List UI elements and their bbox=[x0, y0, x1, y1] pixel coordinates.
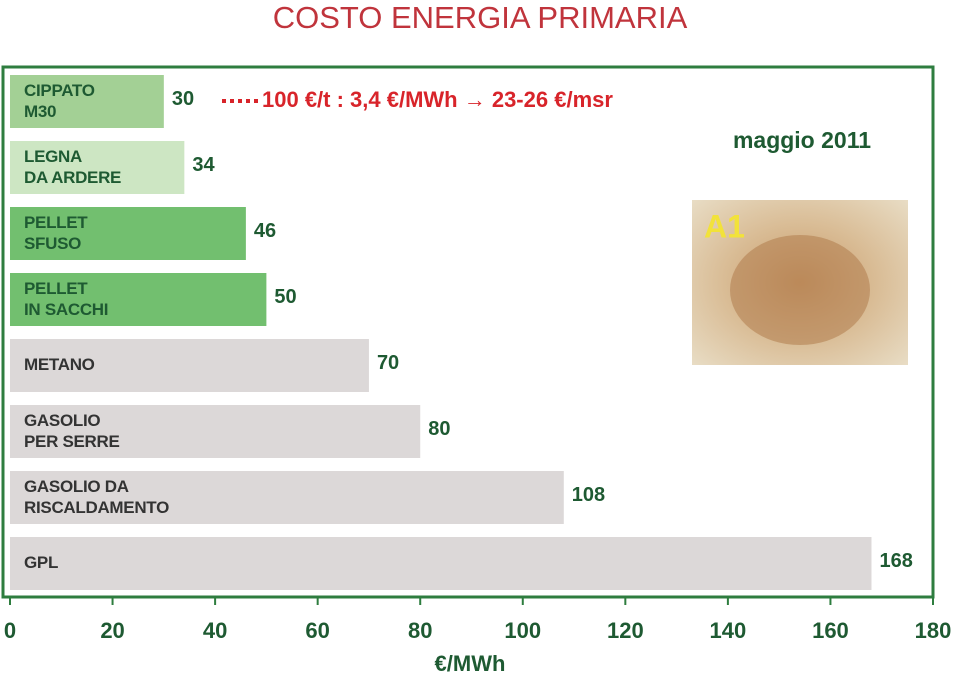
x-tick-label: 40 bbox=[203, 618, 227, 643]
bar bbox=[10, 75, 164, 128]
chart-title: COSTO ENERGIA PRIMARIA bbox=[273, 0, 688, 35]
photo-chips bbox=[730, 235, 870, 345]
bar bbox=[10, 537, 872, 590]
x-tick-label: 20 bbox=[100, 618, 124, 643]
x-tick-label: 100 bbox=[504, 618, 541, 643]
x-tick-label: 60 bbox=[305, 618, 329, 643]
category-label: GASOLIO PER SERRE bbox=[24, 410, 120, 451]
x-tick-label: 0 bbox=[4, 618, 16, 643]
category-label: GPL bbox=[24, 553, 59, 572]
x-tick-label: 120 bbox=[607, 618, 644, 643]
x-tick-label: 180 bbox=[915, 618, 952, 643]
x-tick-label: 160 bbox=[812, 618, 849, 643]
bar bbox=[10, 273, 267, 326]
value-label: 108 bbox=[572, 484, 605, 506]
category-label: PELLET IN SACCHI bbox=[24, 278, 109, 319]
x-axis-label: €/MWh bbox=[435, 651, 506, 676]
category-label: METANO bbox=[24, 355, 95, 374]
category-label: GASOLIO DA RISCALDAMENTO bbox=[24, 476, 170, 517]
category-label: PELLET SFUSO bbox=[24, 212, 88, 253]
value-label: 50 bbox=[274, 286, 296, 308]
annotation: 100 €/t : 3,4 €/MWh → 23-26 €/msr bbox=[262, 87, 613, 112]
value-label: 70 bbox=[377, 352, 399, 374]
value-label: 34 bbox=[192, 154, 215, 176]
image-label: A1 bbox=[704, 208, 745, 244]
date-label: maggio 2011 bbox=[733, 127, 871, 153]
value-label: 30 bbox=[172, 88, 194, 110]
category-label: CIPPATO M30 bbox=[24, 80, 95, 121]
value-label: 168 bbox=[879, 550, 912, 572]
bar bbox=[10, 207, 246, 260]
bar bbox=[10, 471, 564, 524]
bar bbox=[10, 405, 421, 458]
bar bbox=[10, 141, 185, 194]
category-label: LEGNA DA ARDERE bbox=[24, 146, 122, 187]
value-label: 80 bbox=[428, 418, 450, 440]
x-tick-label: 80 bbox=[408, 618, 432, 643]
value-label: 46 bbox=[254, 220, 276, 242]
x-tick-label: 140 bbox=[710, 618, 747, 643]
bar bbox=[10, 339, 369, 392]
